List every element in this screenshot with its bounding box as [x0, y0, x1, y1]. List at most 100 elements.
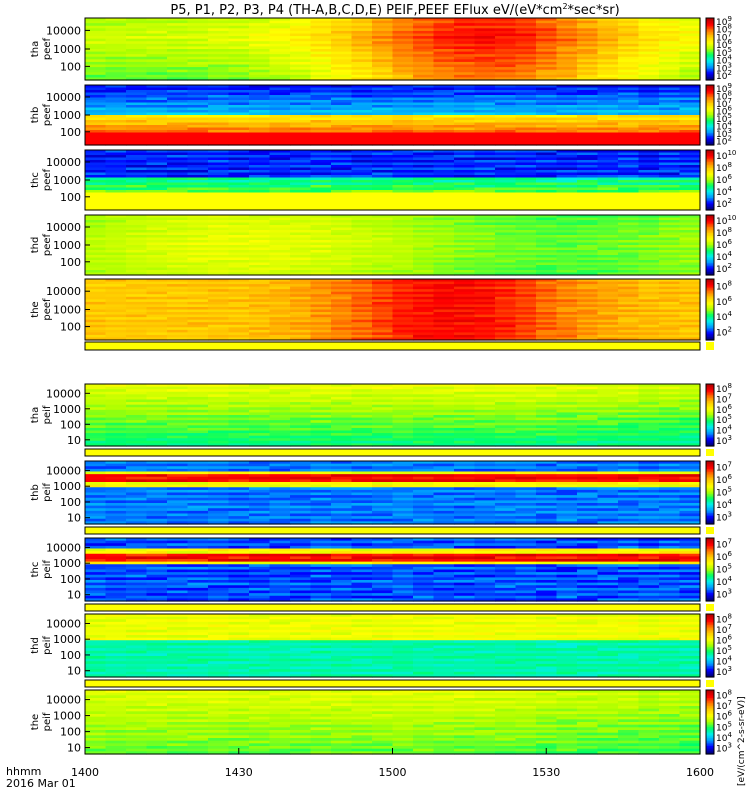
heatmap-cell	[269, 286, 291, 290]
heatmap-cell	[413, 77, 435, 81]
heatmap-cell	[187, 329, 209, 333]
heatmap-cell	[331, 180, 353, 184]
heatmap-cell	[495, 167, 517, 171]
heatmap-cell	[638, 417, 660, 421]
heatmap-cell	[577, 182, 599, 186]
heatmap-cell	[105, 195, 127, 199]
heatmap-cell	[474, 51, 496, 55]
heatmap-cell	[146, 92, 168, 96]
heatmap-cell	[454, 306, 476, 311]
colorbar-step	[706, 215, 714, 218]
heatmap-cell	[249, 150, 271, 154]
y-tick-label: 1000	[53, 43, 81, 56]
heatmap-cell	[515, 115, 537, 119]
heatmap-cell	[495, 304, 517, 308]
heatmap-cell	[187, 489, 209, 494]
heatmap-cell	[146, 110, 168, 114]
heatmap-cell	[474, 190, 496, 194]
heatmap-cell	[310, 167, 332, 171]
heatmap-cell	[105, 105, 127, 109]
heatmap-cell	[126, 420, 148, 424]
y-tick-label: 10000	[46, 91, 81, 104]
heatmap-cell	[495, 317, 517, 321]
heatmap-cell	[577, 36, 599, 40]
heatmap-cell	[556, 337, 578, 341]
heatmap-cell	[577, 404, 599, 408]
heatmap-cell	[536, 257, 558, 261]
heatmap-cell	[618, 284, 640, 288]
heatmap-cell	[679, 97, 701, 101]
heatmap-cell	[618, 74, 640, 79]
heatmap-cell	[331, 247, 353, 251]
heatmap-cell	[495, 324, 517, 328]
heatmap-cell	[372, 160, 394, 164]
heatmap-cell	[454, 125, 476, 129]
heatmap-cell	[454, 69, 476, 73]
heatmap-cell	[290, 402, 312, 406]
heatmap-cell	[85, 87, 107, 91]
heatmap-cell	[187, 510, 209, 515]
heatmap-cell	[433, 384, 455, 388]
heatmap-cell	[515, 142, 537, 146]
heatmap-cell	[105, 334, 127, 339]
heatmap-cell	[433, 337, 455, 341]
heatmap-cell	[310, 322, 332, 326]
heatmap-cell	[351, 157, 373, 161]
heatmap-cell	[679, 242, 701, 246]
heatmap-cell	[228, 157, 250, 161]
heatmap-cell	[290, 309, 312, 313]
heatmap-cell	[515, 33, 537, 37]
heatmap-cell	[659, 202, 681, 206]
heatmap-cell	[597, 142, 619, 146]
heatmap-cell	[659, 77, 681, 81]
heatmap-cell	[679, 207, 701, 211]
heatmap-cell	[146, 252, 168, 256]
heatmap-cell	[597, 314, 619, 318]
heatmap-cell	[413, 425, 435, 429]
heatmap-cell	[126, 296, 148, 300]
heatmap-cell	[577, 165, 599, 169]
heatmap-cell	[167, 137, 189, 141]
heatmap-cell	[126, 309, 148, 313]
heatmap-cell	[146, 107, 168, 111]
heatmap-cell	[618, 425, 640, 429]
heatmap-cell	[126, 510, 148, 515]
heatmap-cell	[474, 177, 496, 181]
heatmap-cell	[372, 265, 394, 269]
heatmap-cell	[126, 443, 148, 447]
heatmap-cell	[290, 152, 312, 156]
heatmap-cell	[331, 207, 353, 211]
heatmap-cell	[638, 38, 660, 42]
heatmap-cell	[638, 324, 660, 328]
heatmap-cell	[659, 334, 681, 339]
heatmap-cell	[433, 107, 455, 111]
heatmap-cell	[167, 461, 189, 465]
heatmap-cell	[105, 265, 127, 269]
heatmap-cell	[126, 332, 148, 336]
heatmap-cell	[659, 412, 681, 416]
heatmap-cell	[126, 281, 148, 285]
heatmap-cell	[495, 87, 517, 91]
heatmap-cell	[126, 319, 148, 323]
heatmap-cell	[372, 230, 394, 234]
heatmap-cell	[187, 440, 209, 445]
heatmap-cell	[392, 417, 414, 421]
heatmap-cell	[126, 74, 148, 79]
heatmap-cell	[474, 165, 496, 169]
heatmap-cell	[208, 54, 230, 58]
heatmap-cell	[269, 172, 291, 176]
heatmap-cell	[310, 152, 332, 156]
heatmap-cell	[454, 412, 476, 416]
heatmap-cell	[167, 190, 189, 194]
heatmap-cell	[474, 72, 496, 76]
heatmap-cell	[618, 329, 640, 333]
heatmap-cell	[556, 237, 578, 241]
heatmap-cell	[536, 245, 558, 249]
heatmap-cell	[208, 521, 230, 525]
heatmap-cell	[454, 314, 476, 318]
heatmap-cell	[228, 518, 250, 522]
heatmap-cell	[495, 327, 517, 331]
heatmap-cell	[413, 286, 435, 290]
heatmap-cell	[126, 497, 148, 501]
